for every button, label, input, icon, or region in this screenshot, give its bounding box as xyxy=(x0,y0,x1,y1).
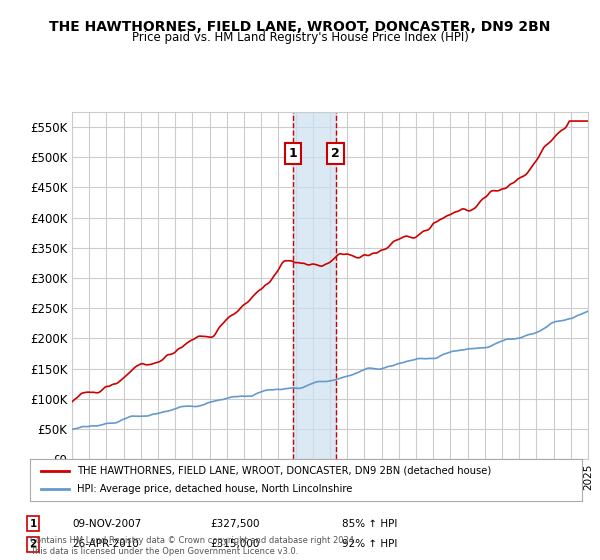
Text: HPI: Average price, detached house, North Lincolnshire: HPI: Average price, detached house, Nort… xyxy=(77,484,352,494)
Text: 2: 2 xyxy=(331,147,340,160)
Text: 1: 1 xyxy=(289,147,298,160)
Text: £315,000: £315,000 xyxy=(210,539,259,549)
Text: THE HAWTHORNES, FIELD LANE, WROOT, DONCASTER, DN9 2BN (detached house): THE HAWTHORNES, FIELD LANE, WROOT, DONCA… xyxy=(77,466,491,476)
Text: Price paid vs. HM Land Registry's House Price Index (HPI): Price paid vs. HM Land Registry's House … xyxy=(131,31,469,44)
Text: £327,500: £327,500 xyxy=(210,519,260,529)
Text: 09-NOV-2007: 09-NOV-2007 xyxy=(72,519,141,529)
Text: 85% ↑ HPI: 85% ↑ HPI xyxy=(342,519,397,529)
Text: 1: 1 xyxy=(29,519,37,529)
Text: 2: 2 xyxy=(29,539,37,549)
Text: THE HAWTHORNES, FIELD LANE, WROOT, DONCASTER, DN9 2BN: THE HAWTHORNES, FIELD LANE, WROOT, DONCA… xyxy=(49,20,551,34)
Bar xyxy=(293,112,335,459)
Text: 92% ↑ HPI: 92% ↑ HPI xyxy=(342,539,397,549)
Text: Contains HM Land Registry data © Crown copyright and database right 2024.
This d: Contains HM Land Registry data © Crown c… xyxy=(30,536,356,556)
Text: 26-APR-2010: 26-APR-2010 xyxy=(72,539,139,549)
